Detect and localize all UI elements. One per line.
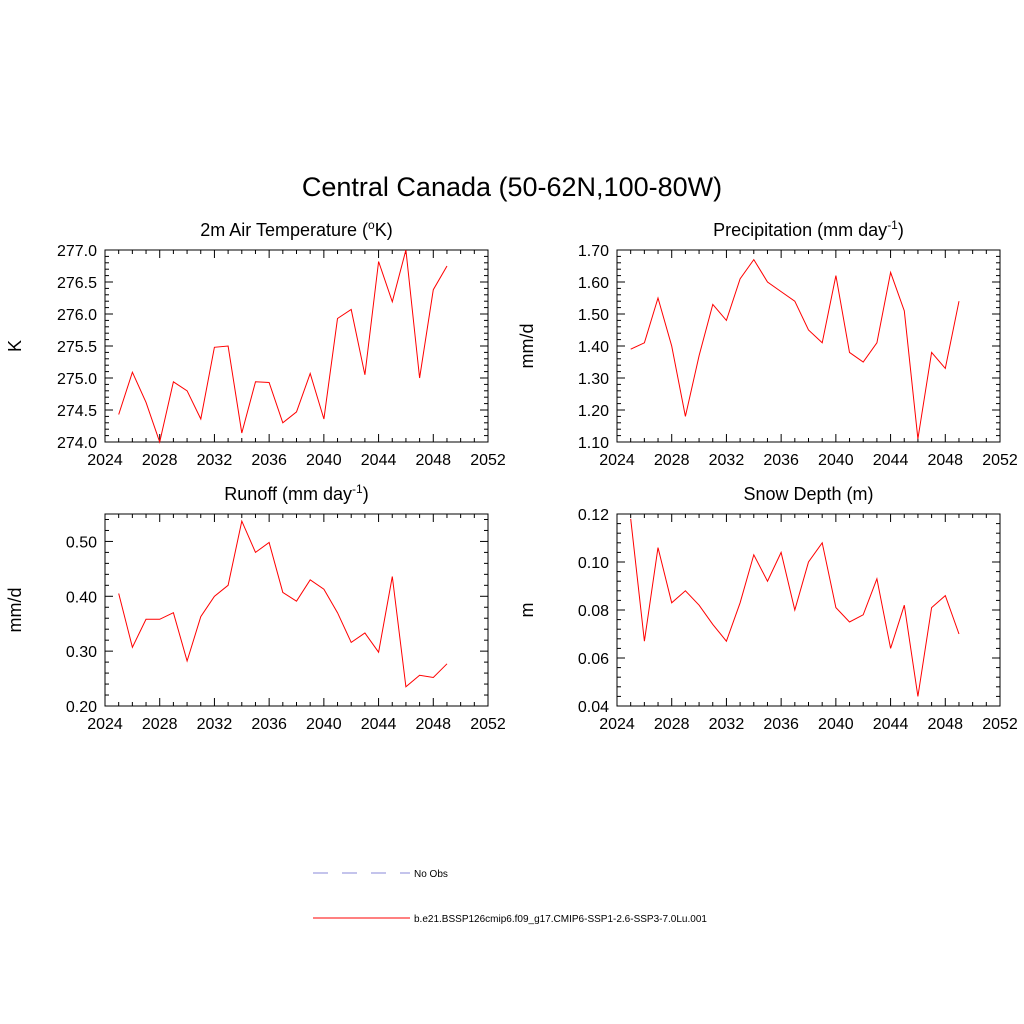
series-line <box>630 518 960 697</box>
y-tick-label: 0.06 <box>578 651 609 668</box>
y-tick-label: 277.0 <box>57 243 97 260</box>
x-tick-label: 2052 <box>470 716 506 733</box>
x-tick-label: 2024 <box>87 452 123 469</box>
x-tick-label: 2048 <box>927 716 963 733</box>
x-tick-label: 2028 <box>142 452 178 469</box>
x-tick-label: 2028 <box>654 716 690 733</box>
x-tick-label: 2024 <box>599 716 635 733</box>
y-tick-label: 275.5 <box>57 339 97 356</box>
series-line <box>118 249 448 444</box>
chart-panel-2: Precipitation (mm day-1) mm/d 2024 2028 2032… <box>517 218 1018 469</box>
x-tick-label: 2052 <box>470 452 506 469</box>
x-tick-label: 2052 <box>982 716 1018 733</box>
x-tick-label: 2036 <box>763 716 799 733</box>
chart-panel-4: Snow Depth (m) m 2024 2028 2032 2036 2040 2044 2… <box>517 484 1018 733</box>
x-tick-label: 2052 <box>982 452 1018 469</box>
plot-frame <box>616 249 1001 443</box>
chart-panel-1: 2m Air Temperature (oK) K 2024 2028 2032 2036… <box>5 218 506 469</box>
y-axis-label: mm/d <box>5 588 25 633</box>
y-tick-label: 0.40 <box>66 589 97 606</box>
x-tick-label: 2032 <box>197 452 233 469</box>
series-line <box>630 258 960 439</box>
y-tick-label: 1.70 <box>578 243 609 260</box>
x-tick-label: 2040 <box>306 716 342 733</box>
x-tick-label: 2032 <box>197 716 233 733</box>
x-tick-label: 2028 <box>142 716 178 733</box>
legend-no-obs-label: No Obs <box>414 869 448 880</box>
x-tick-label: 2024 <box>599 452 635 469</box>
y-tick-label: 1.40 <box>578 339 609 356</box>
chart-panel-3: Runoff (mm day-1) mm/d 2024 2028 2032 2036 204… <box>5 482 506 733</box>
plot-frame <box>616 513 1001 707</box>
x-tick-label: 2036 <box>251 452 287 469</box>
y-tick-label: 0.30 <box>66 644 97 661</box>
y-tick-label: 274.5 <box>57 403 97 420</box>
y-tick-label: 0.50 <box>66 534 97 551</box>
legend: No Obs b.e21.BSSP126cmip6.f09_g17.CMIP6-… <box>313 869 707 925</box>
panel-title: Precipitation (mm day-1) <box>713 218 904 240</box>
y-tick-label: 0.10 <box>578 555 609 572</box>
y-axis-label: mm/d <box>517 324 537 369</box>
x-tick-label: 2048 <box>927 452 963 469</box>
y-tick-label: 276.0 <box>57 307 97 324</box>
x-tick-label: 2044 <box>873 452 909 469</box>
y-tick-label: 275.0 <box>57 371 97 388</box>
y-tick-label: 0.12 <box>578 507 609 524</box>
x-tick-label: 2032 <box>709 716 745 733</box>
series-line <box>118 519 448 688</box>
x-tick-label: 2048 <box>415 716 451 733</box>
y-tick-label: 1.30 <box>578 371 609 388</box>
x-tick-label: 2040 <box>306 452 342 469</box>
x-tick-label: 2044 <box>873 716 909 733</box>
y-tick-label: 0.04 <box>578 699 609 716</box>
y-tick-label: 0.08 <box>578 603 609 620</box>
y-axis-label: m <box>517 603 537 618</box>
y-tick-label: 274.0 <box>57 435 97 452</box>
y-tick-label: 1.20 <box>578 403 609 420</box>
x-tick-label: 2036 <box>251 716 287 733</box>
figure-title: Central Canada (50-62N,100-80W) <box>302 172 722 202</box>
y-tick-label: 1.60 <box>578 275 609 292</box>
panel-title: Snow Depth (m) <box>743 484 873 504</box>
x-tick-label: 2040 <box>818 716 854 733</box>
x-tick-label: 2040 <box>818 452 854 469</box>
x-tick-label: 2024 <box>87 716 123 733</box>
x-tick-label: 2048 <box>415 452 451 469</box>
legend-model-label: b.e21.BSSP126cmip6.f09_g17.CMIP6-SSP1-2.… <box>414 914 707 925</box>
plot-frame <box>104 249 489 443</box>
x-tick-label: 2036 <box>763 452 799 469</box>
y-tick-label: 0.20 <box>66 699 97 716</box>
x-tick-label: 2032 <box>709 452 745 469</box>
y-axis-label: K <box>5 340 25 352</box>
x-tick-label: 2044 <box>361 716 397 733</box>
y-tick-label: 276.5 <box>57 275 97 292</box>
panels: 2m Air Temperature (oK) K 2024 2028 2032 2036… <box>5 218 1018 733</box>
panel-title: Runoff (mm day-1) <box>224 482 368 504</box>
x-tick-label: 2044 <box>361 452 397 469</box>
panel-title: 2m Air Temperature (oK) <box>200 218 392 240</box>
x-tick-label: 2028 <box>654 452 690 469</box>
y-tick-label: 1.10 <box>578 435 609 452</box>
y-tick-label: 1.50 <box>578 307 609 324</box>
